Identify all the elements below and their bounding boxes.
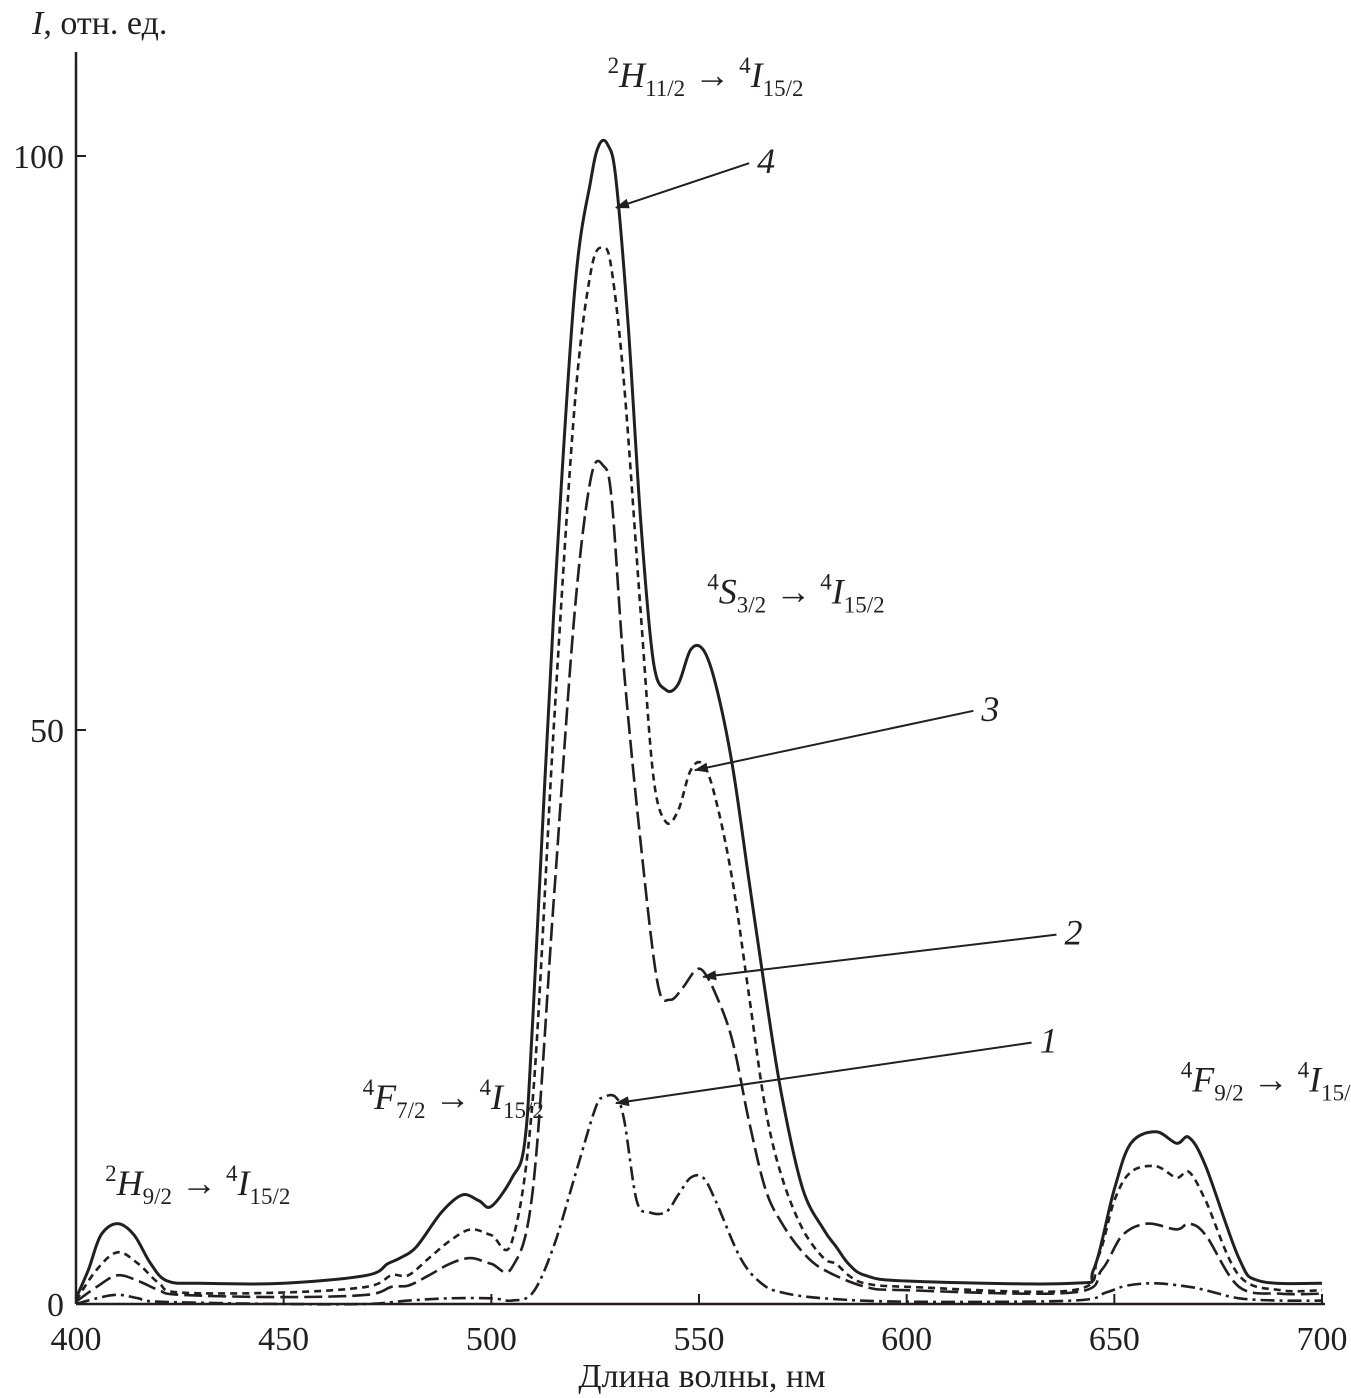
transition-part: I xyxy=(1308,1060,1323,1100)
transition-part: 4 xyxy=(1298,1058,1310,1083)
transition-part: 4 xyxy=(226,1161,238,1186)
transition-part: 15/2 xyxy=(249,1184,290,1209)
x-tick-label: 700 xyxy=(1297,1321,1348,1358)
arrow-glyph: → xyxy=(425,1077,479,1117)
axes xyxy=(74,52,1325,1306)
transition-part: 15/2 xyxy=(503,1098,544,1123)
y-tick-label: 0 xyxy=(47,1287,64,1324)
x-ticks: 400 450 500 550 600 650 700 xyxy=(51,1294,1348,1358)
y-axis-unit: , отн. ед. xyxy=(43,5,167,42)
transition-part: 11/2 xyxy=(645,76,685,101)
transition-label-h11: 2H11/2 → 4I15/2 xyxy=(608,53,804,101)
x-tick-label: 400 xyxy=(51,1321,102,1358)
x-tick-label: 500 xyxy=(466,1321,517,1358)
curve-label-arrow xyxy=(693,709,974,773)
y-ticks: 0 50 100 xyxy=(13,139,86,1324)
arrow-glyph: → xyxy=(685,55,739,95)
transition-part: 4 xyxy=(707,570,719,595)
x-tick-label: 550 xyxy=(674,1321,725,1358)
transition-label-f72: 4F7/2 → 4I15/2 xyxy=(363,1075,544,1123)
transition-part: 2 xyxy=(105,1161,117,1186)
y-axis-symbol: I xyxy=(31,5,45,42)
arrow-glyph: → xyxy=(172,1163,226,1203)
y-axis-title: I, отн. ед. xyxy=(31,5,167,42)
svg-text:I, отн. ед.: I, отн. ед. xyxy=(31,5,167,42)
transition-part: 4 xyxy=(363,1075,375,1100)
transition-part: 15/2 xyxy=(763,76,804,101)
curve-label-3: 3 xyxy=(980,689,999,729)
series-1-line xyxy=(75,1093,1323,1306)
transition-part: I xyxy=(831,572,846,612)
x-axis-title: Длина волны, нм xyxy=(578,1358,825,1395)
transition-part: 7/2 xyxy=(396,1098,425,1123)
transition-part: I xyxy=(490,1077,505,1117)
transition-part: 2 xyxy=(608,53,620,78)
transition-part: 3/2 xyxy=(737,593,766,618)
transition-part: 4 xyxy=(1181,1058,1193,1083)
curve-label-arrow xyxy=(614,162,750,209)
x-tick-label: 650 xyxy=(1089,1321,1140,1358)
series-4-line xyxy=(74,138,1323,1299)
transition-part: 15/2 xyxy=(844,593,885,618)
transition-part: 9/2 xyxy=(1214,1081,1243,1106)
series-2-line xyxy=(75,459,1323,1303)
curve-label-4: 4 xyxy=(757,141,775,181)
transition-label-h92: 2H9/2 → 4I15/2 xyxy=(105,1161,290,1209)
transition-label-f92: 4F9/2 → 4I15/2 xyxy=(1181,1058,1351,1106)
transition-part: H xyxy=(116,1163,145,1203)
transition-part: S xyxy=(719,572,737,612)
curve-label-arrow xyxy=(614,1041,1032,1107)
transition-part: 15/2 xyxy=(1321,1081,1351,1106)
arrow-glyph: → xyxy=(766,572,820,612)
y-tick-label: 50 xyxy=(30,713,64,750)
transition-part: 4 xyxy=(739,53,751,78)
transition-part: 4 xyxy=(479,1075,491,1100)
series-group xyxy=(74,138,1323,1306)
transition-part: 4 xyxy=(820,570,832,595)
curve-label-1: 1 xyxy=(1040,1021,1058,1061)
series-3-line xyxy=(74,246,1323,1302)
curve-labels: 4 3 2 1 xyxy=(614,141,1082,1107)
arrow-glyph: → xyxy=(1244,1060,1298,1100)
curve-label-arrow xyxy=(702,933,1057,981)
transition-part: F xyxy=(1191,1060,1215,1100)
x-tick-label: 450 xyxy=(258,1321,309,1358)
transition-part: F xyxy=(373,1077,397,1117)
x-tick-label: 600 xyxy=(881,1321,932,1358)
transition-part: H xyxy=(618,55,647,95)
transition-part: 9/2 xyxy=(143,1184,172,1209)
transition-part: I xyxy=(750,55,765,95)
transition-label-s32: 4S3/2 → 4I15/2 xyxy=(707,570,884,618)
curve-label-2: 2 xyxy=(1064,913,1082,953)
y-tick-label: 100 xyxy=(13,139,64,176)
transition-part: I xyxy=(236,1163,251,1203)
